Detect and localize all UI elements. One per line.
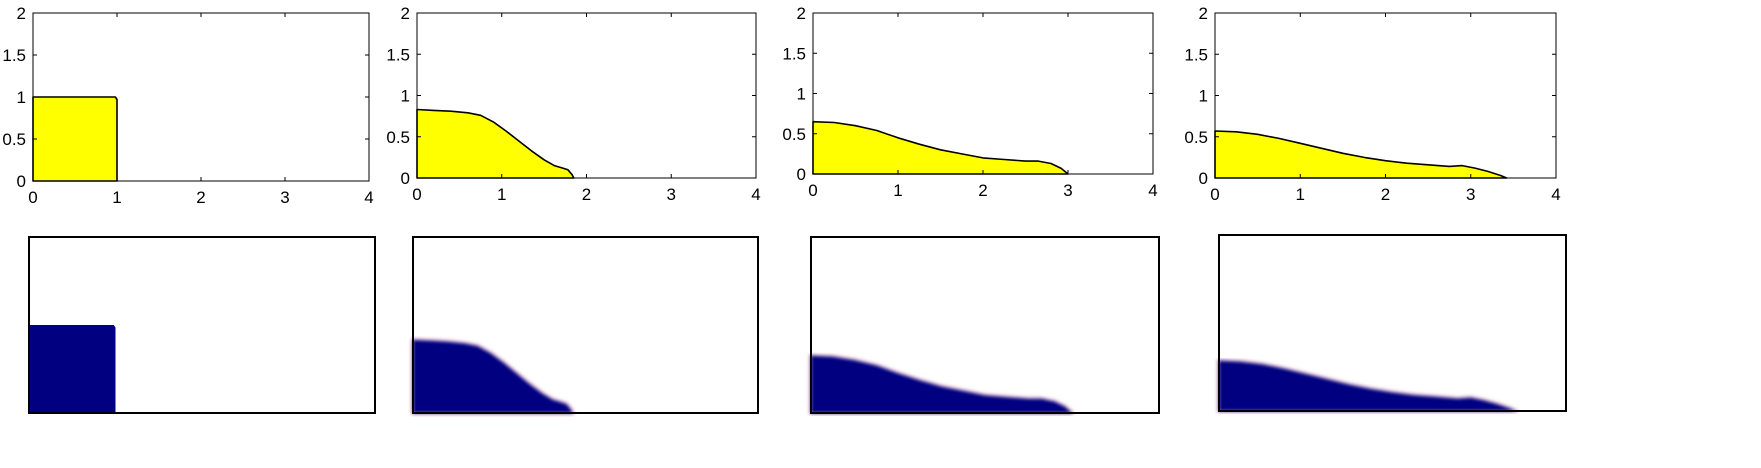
y-tick-label: 1.5 [1184,45,1208,64]
y-tick-label: 1.5 [386,45,410,64]
x-tick-label: 4 [751,185,760,204]
field-frame [810,236,1160,414]
x-tick-label: 3 [1063,181,1072,200]
y-tick-label: 2 [17,4,26,23]
x-tick-label: 2 [1381,185,1390,204]
x-tick-label: 2 [978,181,987,200]
y-tick-label: 0 [797,165,806,184]
x-tick-label: 4 [1148,181,1157,200]
x-tick-label: 2 [196,188,205,207]
y-tick-label: 0.5 [386,128,410,147]
y-tick-label: 1 [797,85,806,104]
fluid-region [29,325,116,413]
profile-plot-3: 0 1 2 3 4 0 0.5 1 1.5 2 [782,4,1157,200]
y-tick-label: 1.5 [782,44,806,63]
y-tick-label: 0 [401,169,410,188]
x-tick-label: 1 [1296,185,1305,204]
x-tick-label: 1 [112,188,121,207]
x-tick-label: 3 [667,185,676,204]
fluid-region [413,340,573,413]
fluid-region [1219,360,1516,411]
y-tick-label: 0.5 [782,125,806,144]
profile-area [812,120,1069,175]
field-panel-1 [28,236,376,414]
y-tick-label: 0.5 [1184,128,1208,147]
x-tick-label: 4 [1551,185,1560,204]
profile-area [32,96,118,182]
x-tick-label: 3 [1466,185,1475,204]
y-tick-label: 2 [401,4,410,23]
field-panel-2 [410,236,759,416]
x-tick-label: 1 [497,185,506,204]
y-tick-label: 2 [797,4,806,23]
field-frame [1218,234,1567,412]
y-tick-label: 1 [1199,87,1208,106]
y-tick-label: 1.5 [2,46,26,65]
y-tick-label: 0 [1199,169,1208,188]
y-tick-label: 0.5 [2,130,26,149]
y-tick-label: 0 [17,172,26,191]
x-tick-label: 0 [808,181,817,200]
y-tick-label: 2 [1199,4,1208,23]
fluid-region [811,355,1072,413]
field-panel-3 [808,236,1160,416]
x-tick-label: 3 [280,188,289,207]
y-tick-label: 1 [17,88,26,107]
profile-area [1214,130,1508,179]
y-tick-label: 1 [401,87,410,106]
x-tick-label: 0 [412,185,421,204]
field-frame [28,236,376,414]
profile-area [416,108,575,179]
profile-plot-2: 0 1 2 3 4 0 0.5 1 1.5 2 [386,4,760,204]
x-tick-label: 1 [893,181,902,200]
x-tick-label: 4 [364,188,373,207]
profile-plot-4: 0 1 2 3 4 0 0.5 1 1.5 2 [1184,4,1560,204]
field-frame [412,236,759,414]
field-panel-4 [1216,234,1567,414]
x-tick-label: 0 [1210,185,1219,204]
x-tick-label: 2 [582,185,591,204]
x-tick-label: 0 [28,188,37,207]
profile-plot-1: 0 1 2 3 4 0 0.5 1 1.5 2 [2,4,373,207]
